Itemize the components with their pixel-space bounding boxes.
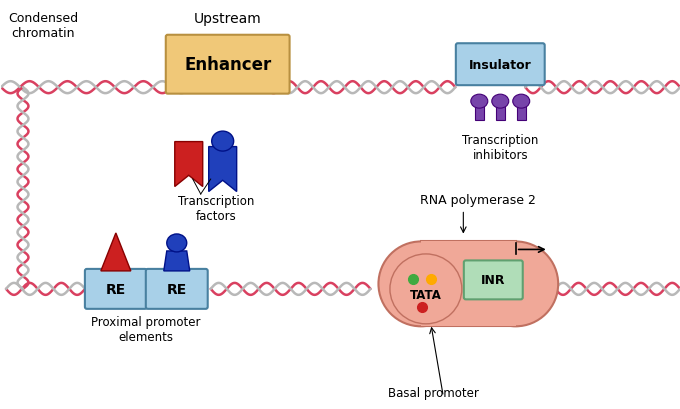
- Text: RE: RE: [105, 282, 126, 296]
- Ellipse shape: [211, 132, 234, 152]
- Ellipse shape: [471, 95, 488, 109]
- Polygon shape: [175, 142, 203, 187]
- FancyBboxPatch shape: [85, 269, 147, 309]
- Polygon shape: [101, 234, 131, 271]
- Polygon shape: [475, 103, 483, 121]
- Ellipse shape: [513, 95, 530, 109]
- Polygon shape: [164, 251, 190, 271]
- Text: Condensed
chromatin: Condensed chromatin: [8, 12, 78, 40]
- Ellipse shape: [167, 234, 187, 252]
- Ellipse shape: [390, 254, 462, 324]
- FancyBboxPatch shape: [146, 269, 207, 309]
- Text: Proximal promoter
elements: Proximal promoter elements: [91, 315, 201, 343]
- Text: Enhancer: Enhancer: [184, 56, 271, 74]
- FancyBboxPatch shape: [456, 44, 545, 86]
- Polygon shape: [517, 103, 526, 121]
- Text: Basal promoter: Basal promoter: [388, 386, 479, 399]
- Text: Transcription
factors: Transcription factors: [177, 195, 254, 222]
- Text: INR: INR: [481, 274, 505, 287]
- Polygon shape: [496, 103, 505, 121]
- Text: Insulator: Insulator: [469, 58, 532, 72]
- Text: Upstream: Upstream: [194, 12, 262, 26]
- FancyBboxPatch shape: [464, 261, 523, 300]
- Bar: [421, 242, 515, 326]
- FancyBboxPatch shape: [166, 36, 290, 94]
- Ellipse shape: [379, 242, 463, 326]
- Text: Transcription
inhibitors: Transcription inhibitors: [462, 134, 539, 162]
- Text: TATA: TATA: [410, 289, 442, 301]
- Bar: [421, 242, 515, 326]
- Text: RNA polymerase 2: RNA polymerase 2: [420, 193, 537, 207]
- Polygon shape: [209, 147, 237, 192]
- Ellipse shape: [473, 242, 558, 326]
- Ellipse shape: [492, 95, 509, 109]
- Text: RE: RE: [167, 282, 187, 296]
